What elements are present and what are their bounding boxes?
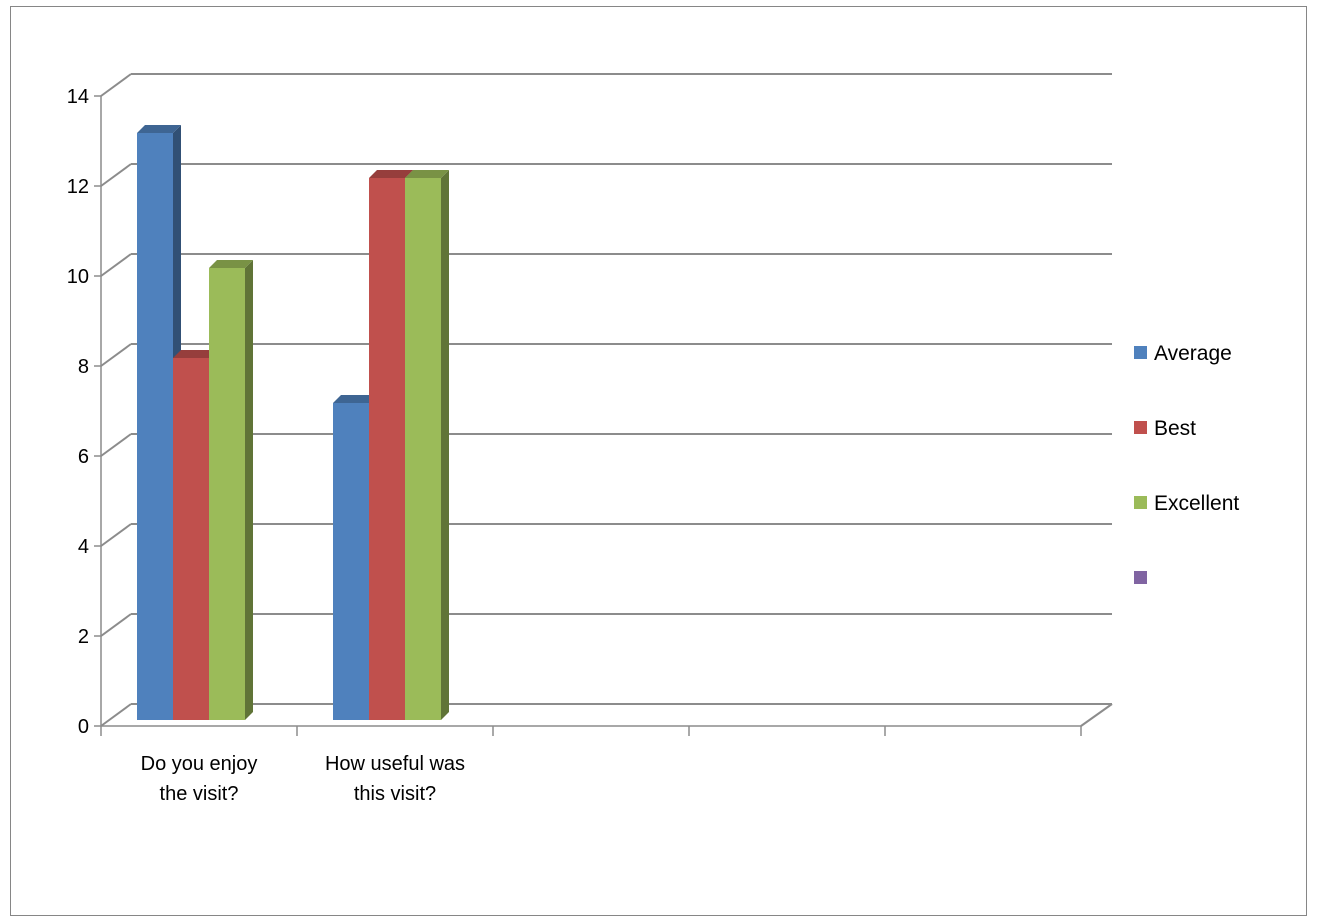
bar-top [137, 125, 181, 133]
bar [369, 178, 405, 720]
bar-side [245, 260, 253, 720]
legend-swatch [1134, 346, 1147, 359]
chart-legend: Average Best Excellent [1134, 342, 1239, 584]
chart-bars [137, 125, 449, 720]
bar [209, 268, 245, 720]
legend-label: Excellent [1154, 492, 1239, 515]
x-tick-label: this visit? [354, 783, 436, 805]
chart-axes: 0 2 4 6 8 10 12 14 Do you enjoy the visit? How use… [67, 86, 1082, 805]
x-tick-label: How useful was [325, 753, 465, 775]
legend-label: Average [1154, 342, 1232, 365]
x-tick-label: Do you enjoy [141, 753, 258, 775]
legend-swatch [1134, 571, 1147, 584]
legend-swatch [1134, 496, 1147, 509]
bar-chart: 0 2 4 6 8 10 12 14 Do you enjoy the visit? How use… [67, 73, 1239, 805]
y-tick-label: 12 [67, 176, 89, 198]
y-tick-label: 10 [67, 266, 89, 288]
y-tick-label: 4 [78, 536, 89, 558]
bar [137, 133, 173, 720]
gridline-side [100, 523, 132, 547]
gridline-side [100, 253, 132, 277]
bar-top [369, 170, 413, 178]
chart-wall [100, 73, 1113, 727]
legend-swatch [1134, 421, 1147, 434]
bar-top [173, 350, 217, 358]
gridline-side [100, 163, 132, 187]
y-tick-label: 2 [78, 626, 89, 648]
gridline-side [100, 343, 132, 367]
gridline-side [100, 613, 132, 637]
y-tick-label: 14 [67, 86, 89, 108]
bar-top [333, 395, 377, 403]
bar [405, 178, 441, 720]
x-tick-label: the visit? [160, 783, 239, 805]
bar [333, 403, 369, 720]
bar-top [405, 170, 449, 178]
gridline-side [100, 703, 132, 727]
gridline-side [100, 433, 132, 457]
y-tick-label: 0 [78, 716, 89, 738]
bar-side [441, 170, 449, 720]
bar [173, 358, 209, 720]
y-tick-label: 6 [78, 446, 89, 468]
floor-edge [1080, 703, 1113, 727]
legend-label: Best [1154, 417, 1196, 440]
y-tick-label: 8 [78, 356, 89, 378]
bar-top [209, 260, 253, 268]
gridline-side [100, 73, 132, 97]
chart-frame: 0 2 4 6 8 10 12 14 Do you enjoy the visit? How use… [10, 6, 1307, 916]
